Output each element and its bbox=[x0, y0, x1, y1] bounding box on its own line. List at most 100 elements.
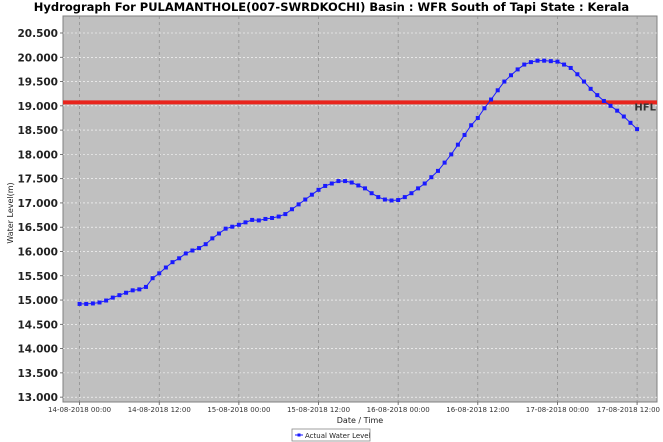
data-point bbox=[429, 175, 434, 180]
legend: Actual Water Level bbox=[291, 428, 371, 442]
data-point bbox=[197, 246, 202, 251]
x-tick-label: 14-08-2018 12:00 bbox=[128, 406, 191, 414]
data-point bbox=[402, 195, 407, 200]
data-point bbox=[110, 295, 115, 300]
data-point bbox=[323, 183, 328, 188]
data-point bbox=[489, 97, 494, 102]
x-axis-label: Date / Time bbox=[337, 416, 384, 425]
data-point bbox=[588, 86, 593, 91]
x-tick-label: 17-08-2018 00:00 bbox=[526, 406, 589, 414]
y-tick-label: 17.500 bbox=[17, 174, 58, 186]
data-point bbox=[170, 260, 175, 265]
data-point bbox=[124, 290, 129, 295]
y-tick-label: 19.500 bbox=[17, 77, 58, 89]
data-point bbox=[502, 79, 507, 84]
data-point bbox=[190, 248, 195, 253]
data-point bbox=[117, 293, 122, 298]
data-point bbox=[210, 236, 215, 241]
data-point bbox=[469, 123, 474, 128]
y-tick-label: 18.000 bbox=[17, 149, 58, 161]
y-tick-label: 18.500 bbox=[17, 125, 58, 137]
data-point bbox=[90, 301, 95, 306]
data-point bbox=[382, 197, 387, 202]
data-point bbox=[409, 191, 414, 196]
data-point bbox=[203, 242, 208, 247]
x-tick-label: 16-08-2018 12:00 bbox=[446, 406, 509, 414]
data-point bbox=[77, 301, 82, 306]
data-point bbox=[150, 276, 155, 281]
data-point bbox=[303, 197, 308, 202]
data-point bbox=[283, 212, 288, 217]
data-point bbox=[581, 79, 586, 84]
data-point bbox=[250, 217, 255, 222]
data-point bbox=[216, 231, 221, 236]
y-tick-label: 13.500 bbox=[17, 368, 58, 380]
data-point bbox=[183, 251, 188, 256]
data-point bbox=[369, 191, 374, 196]
x-tick-label: 17-08-2018 12:00 bbox=[597, 406, 660, 414]
y-tick-label: 20.000 bbox=[17, 52, 58, 64]
data-point bbox=[163, 265, 168, 270]
data-point bbox=[177, 256, 182, 261]
data-point bbox=[628, 120, 633, 125]
hfl-label: HFL bbox=[634, 102, 656, 113]
y-tick-label: 16.500 bbox=[17, 222, 58, 234]
chart-title: Hydrograph For PULAMANTHOLE(007-SWRDKOCH… bbox=[33, 0, 630, 14]
y-tick-label: 17.000 bbox=[17, 198, 58, 210]
data-point bbox=[595, 93, 600, 98]
y-axis-label: Water Level(m) bbox=[6, 182, 15, 243]
x-tick-label: 16-08-2018 00:00 bbox=[367, 406, 430, 414]
data-point bbox=[137, 287, 142, 292]
data-point bbox=[422, 181, 427, 186]
data-point bbox=[442, 160, 447, 165]
data-point bbox=[568, 65, 573, 70]
data-point bbox=[416, 186, 421, 191]
data-point bbox=[143, 284, 148, 289]
data-point bbox=[455, 142, 460, 147]
data-point bbox=[270, 215, 275, 220]
legend-box bbox=[291, 428, 371, 442]
data-point bbox=[97, 300, 102, 305]
data-point bbox=[435, 168, 440, 173]
data-point bbox=[449, 152, 454, 157]
y-tick-label: 15.500 bbox=[17, 271, 58, 283]
data-point bbox=[396, 198, 401, 203]
data-point bbox=[548, 59, 553, 64]
data-point bbox=[263, 216, 268, 221]
data-point bbox=[236, 222, 241, 227]
data-point bbox=[309, 192, 314, 197]
data-point bbox=[535, 58, 540, 63]
data-point bbox=[621, 114, 626, 119]
y-tick-label: 20.500 bbox=[17, 28, 58, 40]
series-layer bbox=[77, 58, 640, 306]
data-point bbox=[542, 58, 547, 63]
x-tick-label: 14-08-2018 00:00 bbox=[48, 406, 111, 414]
data-point bbox=[555, 59, 560, 64]
data-point bbox=[601, 98, 606, 103]
data-point bbox=[243, 220, 248, 225]
data-point bbox=[329, 181, 334, 186]
x-gridlines bbox=[79, 16, 638, 402]
data-point bbox=[130, 288, 135, 293]
y-axis-ticks: 13.000 13.500 14.000 14.500 15.000 15.500 16.0… bbox=[17, 28, 63, 404]
data-point bbox=[389, 198, 394, 203]
data-point bbox=[575, 72, 580, 77]
data-point bbox=[343, 179, 348, 184]
y-tick-label: 16.000 bbox=[17, 246, 58, 258]
data-point bbox=[462, 132, 467, 137]
y-tick-label: 19.000 bbox=[17, 101, 58, 113]
x-tick-label: 15-08-2018 00:00 bbox=[207, 406, 270, 414]
data-point bbox=[376, 195, 381, 200]
data-point bbox=[562, 62, 567, 67]
data-point bbox=[635, 127, 640, 132]
data-point bbox=[356, 183, 361, 188]
x-axis-ticks: 14-08-2018 00:00 14-08-2018 12:00 15-08-20… bbox=[48, 402, 660, 414]
data-point bbox=[482, 106, 487, 111]
data-point bbox=[349, 180, 354, 185]
y-tick-label: 15.000 bbox=[17, 295, 58, 307]
data-point bbox=[84, 301, 89, 306]
data-point bbox=[475, 115, 480, 120]
data-point bbox=[104, 298, 109, 303]
legend-marker bbox=[297, 433, 301, 437]
